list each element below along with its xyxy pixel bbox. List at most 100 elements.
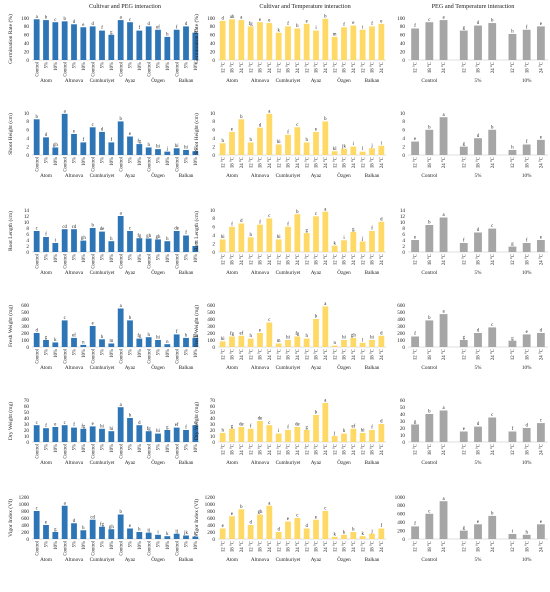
bar-letter-r5c1-16: j xyxy=(370,529,372,534)
bar-letter-r4c1-7: f xyxy=(287,426,289,431)
y-tick-r3c0-2: 200 xyxy=(21,331,29,337)
bar-letter-r2c1-12: k xyxy=(333,241,336,246)
bar-letter-r5c2-6: i xyxy=(512,530,514,535)
y-tick-r2c0-6: 12 xyxy=(24,214,30,220)
bar-letter-r5c2-7: h xyxy=(525,530,528,535)
group-label-r3c2-0: Control xyxy=(421,365,437,371)
bar-letter-r2c0-4: cd xyxy=(72,225,77,230)
x-tick-r4c0-14: 10% xyxy=(166,444,171,453)
bar-r4c0-3 xyxy=(61,425,68,442)
x-tick-r0c0-16: 5% xyxy=(185,62,190,68)
bar-letter-r4c0-1: f xyxy=(45,424,47,429)
x-tick-r5c2-2: 24 °C xyxy=(442,541,447,552)
y-tick-r4c0-5: 50 xyxy=(24,410,30,416)
bar-r4c1-4 xyxy=(257,421,263,442)
y-tick-r2c0-2: 4 xyxy=(26,238,29,244)
bar-r2c1-2 xyxy=(238,223,245,252)
y-tick-r3c1-6: 600 xyxy=(207,303,215,309)
bar-r0c2-6 xyxy=(508,33,517,60)
y-tick-r5c0-1: 200 xyxy=(21,530,29,536)
x-tick-r3c1-4: 18 °C xyxy=(259,349,264,360)
bar-letter-r2c1-15: j xyxy=(361,237,363,242)
x-tick-r1c0-1: 5% xyxy=(45,157,50,163)
bar-r3c0-5 xyxy=(80,344,87,347)
group-label-r0c1-1: Altınova xyxy=(251,78,270,84)
x-tick-r5c1-16: 18 °C xyxy=(371,541,376,552)
bar-r0c2-1 xyxy=(425,22,434,60)
x-tick-r2c0-11: 10% xyxy=(138,254,143,263)
bar-r3c0-15 xyxy=(173,334,180,347)
column-title-3: PEG and Temperature interaction xyxy=(431,3,515,10)
bar-letter-r1c2-2: a xyxy=(442,113,445,118)
bar-r4c0-6 xyxy=(89,426,96,442)
bar-r1c1-10 xyxy=(313,131,319,155)
x-tick-r4c2-7: 18 °C xyxy=(525,444,530,455)
bar-letter-r1c1-4: d xyxy=(259,123,262,128)
y-tick-r5c1-1: 200 xyxy=(207,530,215,536)
y-tick-r2c2-6: 12 xyxy=(400,214,406,220)
bar-letter-r4c1-1: g xyxy=(231,424,234,429)
x-tick-r2c1-6: 12 °C xyxy=(277,254,282,265)
bar-r3c1-3 xyxy=(247,338,254,347)
bar-letter-r3c1-12: n xyxy=(333,341,336,346)
x-tick-r1c0-3: Control xyxy=(63,156,68,171)
bar-r1c0-4 xyxy=(71,134,77,155)
x-tick-r3c0-17: 10% xyxy=(194,349,199,358)
bar-letter-r1c2-3: g xyxy=(463,142,466,147)
y-tick-r3c0-3: 300 xyxy=(21,324,29,330)
bar-letter-r3c1-9: h xyxy=(305,334,308,339)
y-tick-r5c1-5: 1000 xyxy=(205,502,216,508)
bar-r5c0-7 xyxy=(99,526,105,539)
bar-r5c0-10 xyxy=(127,528,133,539)
bar-letter-r5c0-14: k xyxy=(166,532,169,537)
x-tick-r0c0-4: 5% xyxy=(73,62,78,68)
bar-r2c1-7 xyxy=(285,226,291,252)
y-tick-r1c1-5: 10 xyxy=(210,111,216,117)
group-label-r0c1-0: Atom xyxy=(226,78,238,84)
bar-r4c2-8 xyxy=(536,423,545,442)
x-tick-r0c0-13: 5% xyxy=(157,62,162,68)
group-label-r4c2-0: Control xyxy=(421,460,437,466)
bar-r4c1-9 xyxy=(303,430,310,442)
group-label-r4c1-4: Özgen xyxy=(337,459,351,466)
bar-r3c1-6 xyxy=(275,343,282,347)
x-tick-r4c2-1: 18 °C xyxy=(428,444,433,455)
bar-letter-r2c1-2: d xyxy=(240,219,243,224)
bar-r1c0-6 xyxy=(89,127,96,155)
group-label-r5c1-1: Altınova xyxy=(251,557,270,563)
x-tick-r4c0-11: 10% xyxy=(138,444,143,453)
group-label-r5c0-1: Altınova xyxy=(65,557,84,563)
x-tick-r3c1-1: 18 °C xyxy=(231,349,236,360)
group-label-r1c0-4: Özgen xyxy=(151,172,165,179)
y-tick-r3c0-4: 400 xyxy=(21,317,29,323)
bar-letter-r3c2-6: g xyxy=(511,336,514,341)
bar-letter-r1c0-3: a xyxy=(64,109,67,114)
bar-letter-r0c1-5: e xyxy=(268,19,270,24)
bar-r5c2-6 xyxy=(508,533,517,539)
bar-letter-r4c0-10: b xyxy=(129,414,132,419)
bar-r5c2-0 xyxy=(411,526,420,539)
bar-r3c0-1 xyxy=(43,340,49,347)
x-tick-r0c1-6: 12 °C xyxy=(277,62,282,73)
group-label-r2c0-5: Balkan xyxy=(179,270,194,276)
bar-letter-r3c2-1: b xyxy=(428,316,431,321)
bar-r0c0-16 xyxy=(183,26,189,60)
group-label-r0c2-1: 5% xyxy=(475,78,483,84)
bar-letter-r0c0-14: h xyxy=(166,33,169,38)
bar-r3c1-5 xyxy=(266,322,273,347)
bar-r3c0-7 xyxy=(99,339,105,347)
bar-r3c1-1 xyxy=(229,336,235,347)
bar-letter-r4c1-14: ef xyxy=(351,424,355,429)
bar-letter-r2c0-6: b xyxy=(91,224,94,229)
bar-letter-r4c0-17: d xyxy=(194,421,197,426)
x-tick-r2c2-4: 18 °C xyxy=(477,254,482,265)
x-tick-r1c0-7: 5% xyxy=(101,157,106,163)
bar-letter-r4c2-5: c xyxy=(491,413,493,418)
bar-r4c2-0 xyxy=(411,424,420,442)
x-tick-r2c1-14: 24 °C xyxy=(352,254,357,265)
x-tick-r5c0-5: 10% xyxy=(82,541,87,550)
bar-letter-r0c1-4: e xyxy=(259,18,261,23)
x-tick-r5c1-3: 12 °C xyxy=(249,541,254,552)
x-tick-r0c2-2: 24 °C xyxy=(442,62,447,73)
bar-letter-r4c0-9: a xyxy=(120,403,123,408)
